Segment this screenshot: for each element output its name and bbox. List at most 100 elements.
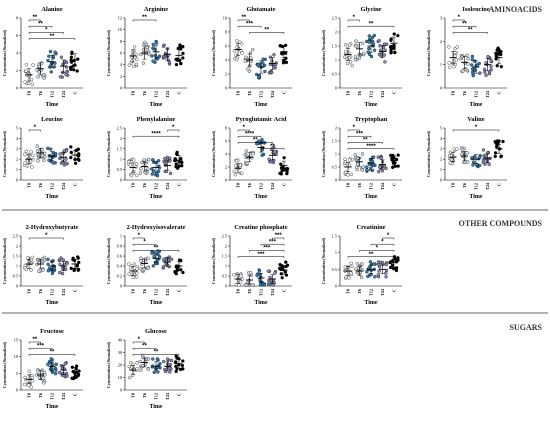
data-point: [499, 154, 504, 158]
chart-panel: Phenylalanine 0 0.5 1 1.5 2 2.5 Concentration (…: [107, 116, 187, 200]
data-point: [396, 33, 400, 38]
x-tick-label: T0: [131, 289, 136, 294]
x-tick-label: C: [281, 289, 286, 292]
data-point: [354, 44, 358, 48]
data-point: [389, 51, 393, 55]
y-axis-label: Concentration (Normalized): [3, 130, 7, 177]
significance-bracket: ***: [249, 246, 285, 252]
data-point: [29, 78, 34, 82]
data-point: [382, 42, 387, 46]
data-point: [146, 157, 151, 162]
data-point: [153, 53, 157, 57]
data-point: [284, 60, 289, 65]
data-point: [76, 157, 81, 162]
data-point: [23, 161, 27, 165]
chart-panel: Alanine 0 2 4 6 8 Concentration (Normalized) T0…: [3, 6, 83, 108]
data-point: [27, 369, 31, 374]
significance-bracket: **: [452, 21, 477, 28]
data-point: [27, 383, 31, 387]
data-point: [383, 60, 387, 64]
data-point: [372, 33, 377, 38]
data-point: [49, 70, 53, 74]
data-point: [470, 58, 474, 62]
data-point: [471, 160, 476, 164]
significance-bracket: *: [28, 125, 41, 132]
data-point: [348, 158, 352, 162]
y-tick-label: 5: [16, 371, 18, 376]
significance-label: ****: [245, 131, 255, 137]
data-point: [29, 385, 33, 389]
data-point: [173, 360, 178, 365]
x-tick-label: T12: [50, 393, 55, 400]
y-tick-label: 6: [120, 51, 123, 56]
data-point: [470, 54, 475, 59]
data-point: [64, 157, 68, 161]
significance-label: **: [270, 144, 275, 150]
data-point: [238, 163, 242, 167]
data-point: [65, 261, 70, 265]
x-tick-label: T0: [27, 183, 32, 188]
data-point: [51, 161, 55, 165]
data-point: [388, 45, 393, 49]
x-tick-label: C: [72, 393, 77, 396]
data-point: [41, 376, 45, 380]
significance-bracket: **: [132, 15, 157, 22]
data-point: [135, 57, 139, 62]
x-tick-label: T6: [357, 90, 362, 96]
data-point: [37, 269, 41, 273]
data-point: [23, 152, 27, 157]
data-point: [167, 366, 172, 370]
significance-label: ***: [257, 252, 265, 258]
data-point: [50, 271, 54, 276]
data-point: [458, 56, 462, 61]
data-point: [361, 165, 365, 169]
significance-bracket: **: [132, 246, 180, 252]
data-point: [489, 59, 493, 63]
x-axis-label: Time: [469, 102, 483, 108]
data-point: [127, 272, 131, 276]
data-point: [163, 55, 167, 60]
y-tick-label: 2: [225, 244, 227, 249]
chart-panel: Creatine phosphate 0 0.5 1 1.5 2 2.5 Concentrat…: [212, 224, 292, 306]
y-tick-label: 4: [16, 136, 19, 141]
chart-panel: Creatinine 0 0.5 1 1.5 Concentration (Normali…: [322, 224, 402, 306]
significance-bracket: **: [28, 350, 76, 356]
data-point: [344, 170, 348, 174]
data-point: [280, 276, 284, 280]
y-axis-label: Concentration (Normalized): [427, 29, 431, 76]
chart-panel: 2-Hydroxybutyrate 0 0.5 1 1.5 2 2.5 Concentrati…: [3, 224, 83, 306]
y-tick-label: 2.5: [13, 234, 18, 239]
data-point: [371, 155, 376, 159]
y-tick-label: 1: [16, 167, 18, 172]
x-axis-label: Time: [45, 404, 59, 410]
y-tick-label: 2: [16, 157, 18, 162]
y-tick-label: 0: [335, 86, 337, 91]
data-point: [499, 64, 504, 69]
significance-bracket: *: [347, 15, 360, 22]
data-point: [370, 35, 375, 40]
chart-panel: Glutamate 0 2 4 6 8 10 Concentration (Normalize…: [212, 6, 292, 108]
significance-bracket: ***: [237, 21, 262, 28]
data-point: [179, 47, 183, 51]
x-axis-label: Time: [364, 300, 378, 306]
data-point: [495, 64, 499, 68]
data-point: [134, 162, 139, 166]
y-tick-label: 4: [225, 58, 228, 63]
y-tick-label: 1: [335, 250, 337, 255]
x-tick-label: T6: [38, 288, 43, 294]
data-point: [470, 63, 474, 67]
significance-bracket: *: [452, 15, 465, 22]
data-point: [62, 374, 66, 378]
data-point: [138, 171, 143, 175]
y-tick-label: 2: [440, 39, 442, 44]
data-point: [60, 271, 65, 276]
data-point: [378, 165, 382, 169]
data-point: [72, 58, 76, 63]
x-tick-label: T0: [131, 91, 136, 96]
data-point: [180, 160, 184, 165]
y-tick-label: 20: [118, 363, 122, 368]
data-point: [284, 56, 288, 60]
data-point: [174, 369, 178, 374]
data-point: [129, 173, 134, 178]
chart-title: 2-Hydroxybutyrate: [26, 224, 79, 231]
